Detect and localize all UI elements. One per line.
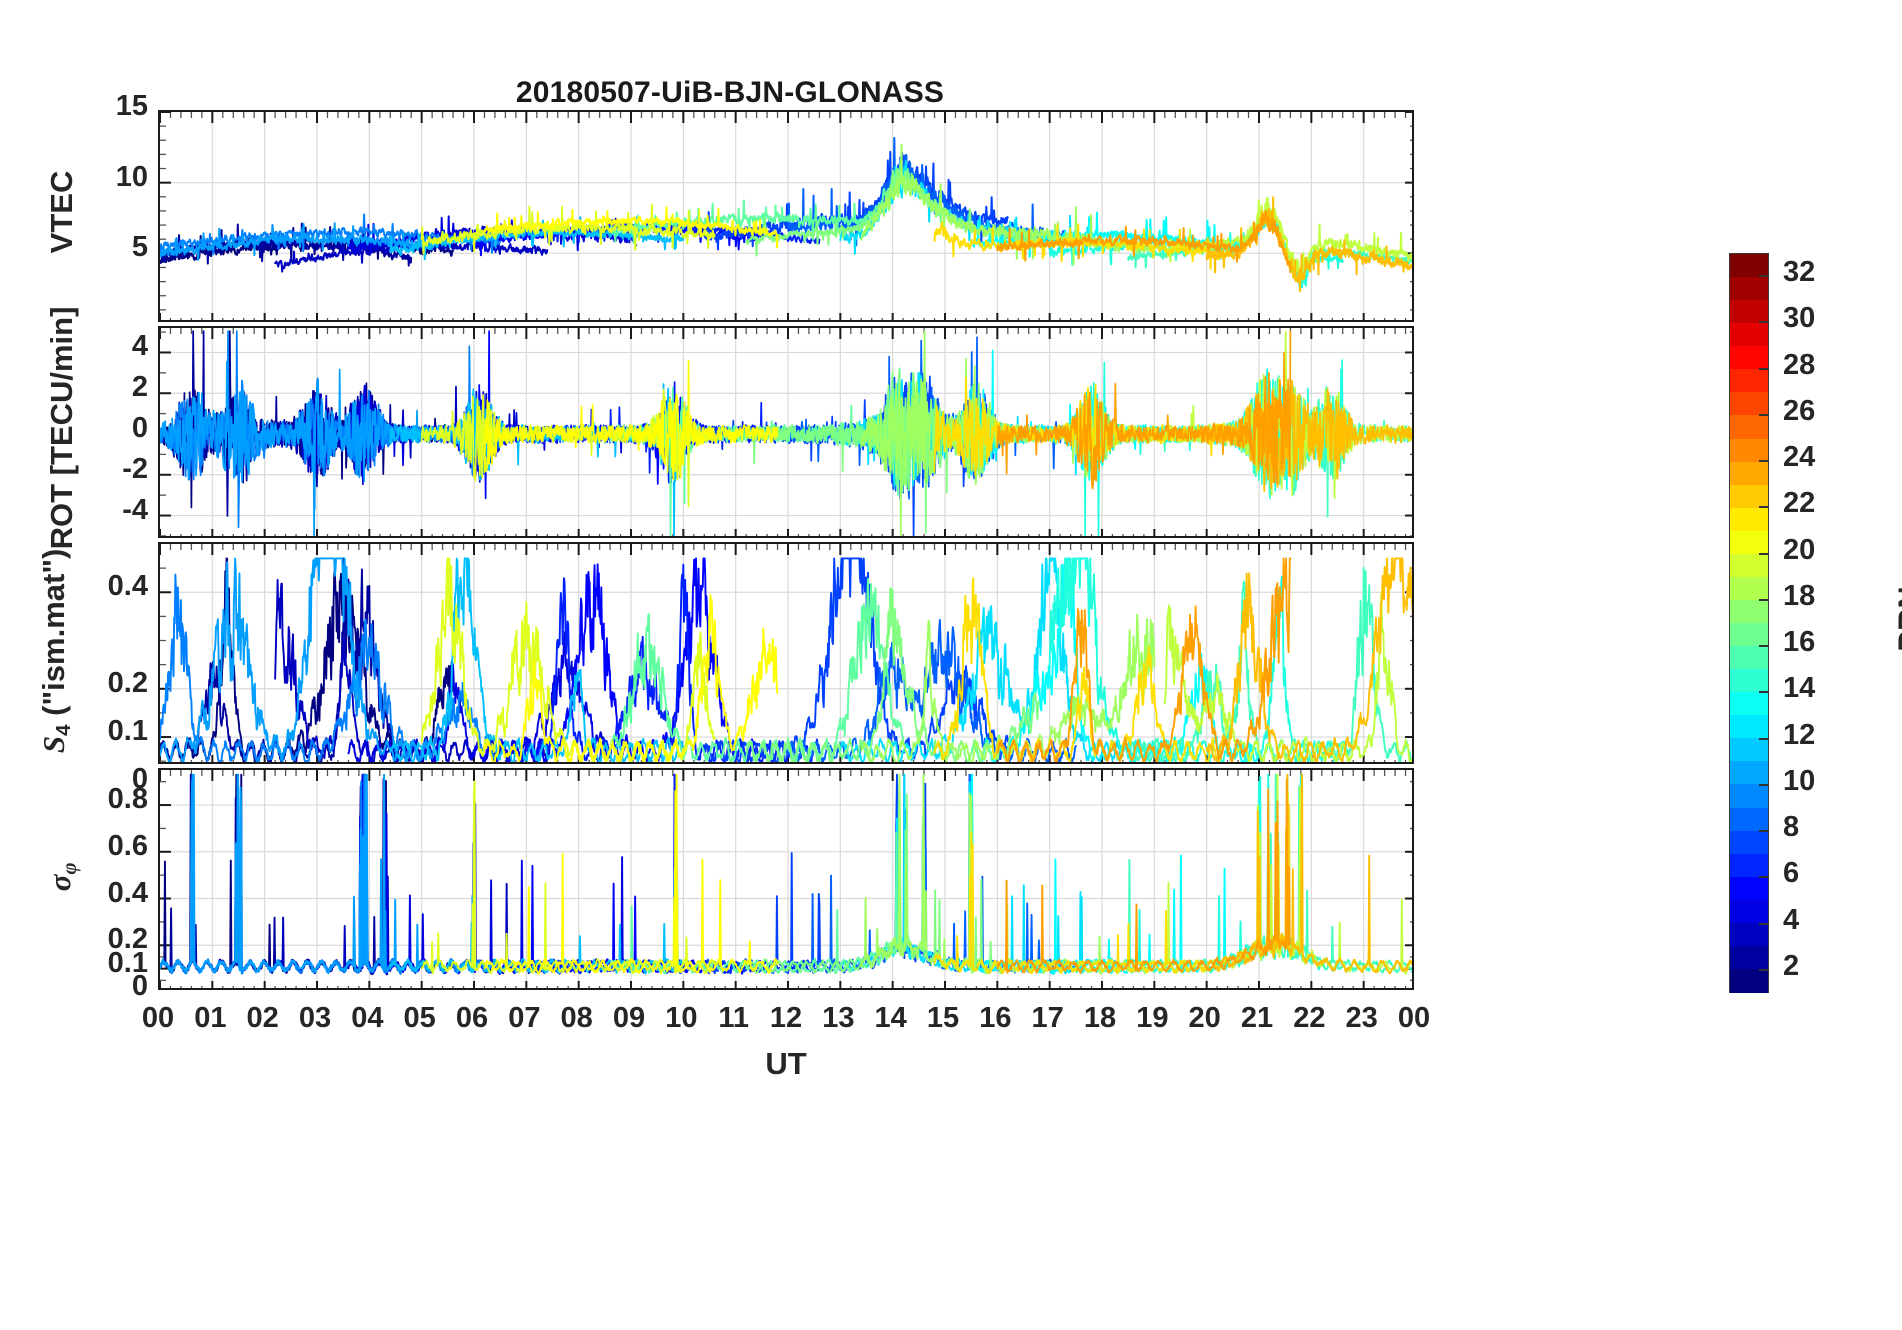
y-tick-label: -2 xyxy=(122,452,148,485)
x-tick-label: 16 xyxy=(979,1002,1012,1034)
colorbar-tick-label: 28 xyxy=(1783,348,1816,381)
x-tick-label: 22 xyxy=(1293,1002,1326,1034)
x-axis-label: UT xyxy=(765,1046,807,1081)
x-tick-label: 19 xyxy=(1136,1002,1169,1034)
y-tick-label: 5 xyxy=(131,231,148,264)
colorbar-tick xyxy=(1759,321,1769,324)
y-tick-label: 15 xyxy=(115,90,148,122)
x-tick-label: 01 xyxy=(194,1002,227,1034)
colorbar-tick xyxy=(1759,367,1769,370)
x-tick-label: 17 xyxy=(1031,1002,1064,1034)
colorbar-tick-label: 14 xyxy=(1783,672,1816,705)
x-tick-label: 00 xyxy=(1397,1002,1431,1034)
colorbar-tick xyxy=(1759,413,1769,416)
y-tick-label: 0.4 xyxy=(107,570,148,603)
colorbar-tick xyxy=(1759,598,1769,601)
figure-title: 20180507-UiB-BJN-GLONASS xyxy=(515,76,945,109)
colorbar-tick xyxy=(1759,737,1769,740)
x-tick-label: 05 xyxy=(403,1002,436,1034)
colorbar-tick xyxy=(1759,876,1769,879)
colorbar-tick-label: 18 xyxy=(1783,579,1816,612)
colorbar-gradient xyxy=(1730,254,1768,994)
y-tick-label: 0.2 xyxy=(107,923,148,956)
y-tick-label: 0.2 xyxy=(107,666,148,699)
x-tick-label: 18 xyxy=(1083,1002,1117,1034)
y-tick-label: 10 xyxy=(115,160,148,193)
panel-sigma-phi xyxy=(158,768,1414,990)
colorbar-prn[interactable] xyxy=(1729,253,1769,994)
y-tick-label: 0.6 xyxy=(107,829,148,862)
colorbar-tick-label: 2 xyxy=(1783,949,1800,982)
x-tick-label: 23 xyxy=(1345,1002,1378,1034)
y-tick-label: -4 xyxy=(122,493,148,526)
y-tick-label: 0.1 xyxy=(107,715,148,748)
panel-rot xyxy=(158,326,1414,538)
x-tick-label: 14 xyxy=(874,1002,907,1034)
colorbar-tick xyxy=(1759,552,1769,555)
colorbar-tick-label: 32 xyxy=(1783,256,1816,289)
colorbar-tick-label: 10 xyxy=(1783,764,1816,797)
panel-s4 xyxy=(158,542,1414,764)
y-tick-label: 2 xyxy=(131,371,148,404)
colorbar-tick xyxy=(1759,460,1769,463)
x-tick-label: 21 xyxy=(1240,1002,1274,1034)
colorbar-tick-label: 16 xyxy=(1783,626,1816,659)
y-tick-label: 0.8 xyxy=(107,783,148,816)
x-tick-label: 20 xyxy=(1188,1002,1221,1034)
x-tick-label: 00 xyxy=(141,1002,175,1034)
colorbar-tick-label: 24 xyxy=(1783,441,1816,474)
colorbar-tick xyxy=(1759,691,1769,694)
colorbar-tick xyxy=(1759,922,1769,925)
x-tick-label: 11 xyxy=(718,1002,749,1034)
y-tick-label: 0 xyxy=(131,763,148,796)
colorbar-tick-label: 20 xyxy=(1783,533,1816,566)
panel-vtec xyxy=(158,110,1414,322)
colorbar-tick xyxy=(1759,783,1769,786)
colorbar-tick-label: 6 xyxy=(1783,857,1800,890)
y-tick-label: 4 xyxy=(131,330,148,363)
colorbar-tick-label: 4 xyxy=(1783,903,1800,936)
colorbar-tick-label: 8 xyxy=(1783,811,1800,844)
colorbar-label: PRN xyxy=(1891,586,1902,652)
x-tick-label: 02 xyxy=(246,1002,279,1034)
y-tick-label: 0.1 xyxy=(107,946,148,979)
x-tick-label: 10 xyxy=(665,1002,698,1034)
panel1-y-axis-label: VTEC xyxy=(44,170,79,254)
y-tick-label: 0 xyxy=(131,970,148,1002)
x-tick-label: 04 xyxy=(351,1002,384,1034)
x-tick-label: 06 xyxy=(455,1002,489,1034)
colorbar-tick xyxy=(1759,506,1769,509)
colorbar-tick-label: 30 xyxy=(1783,302,1816,335)
colorbar-tick xyxy=(1759,968,1769,971)
colorbar-tick xyxy=(1759,830,1769,833)
colorbar-tick-label: 12 xyxy=(1783,718,1816,751)
y-tick-label: 0.4 xyxy=(107,876,148,909)
x-tick-label: 08 xyxy=(560,1002,593,1034)
colorbar-tick-label: 22 xyxy=(1783,487,1816,520)
colorbar-tick xyxy=(1759,275,1769,278)
x-tick-label: 15 xyxy=(926,1002,960,1034)
colorbar-tick-label: 26 xyxy=(1783,394,1816,427)
x-tick-label: 09 xyxy=(612,1002,646,1034)
y-tick-label: 0 xyxy=(131,412,148,444)
x-tick-label: 07 xyxy=(508,1002,541,1034)
colorbar-tick xyxy=(1759,645,1769,648)
x-tick-label: 12 xyxy=(769,1002,803,1034)
panel3-y-axis-label: S4 ("ism.mat") xyxy=(36,548,75,754)
x-tick-label: 03 xyxy=(298,1002,332,1034)
x-tick-label: 13 xyxy=(822,1002,855,1034)
